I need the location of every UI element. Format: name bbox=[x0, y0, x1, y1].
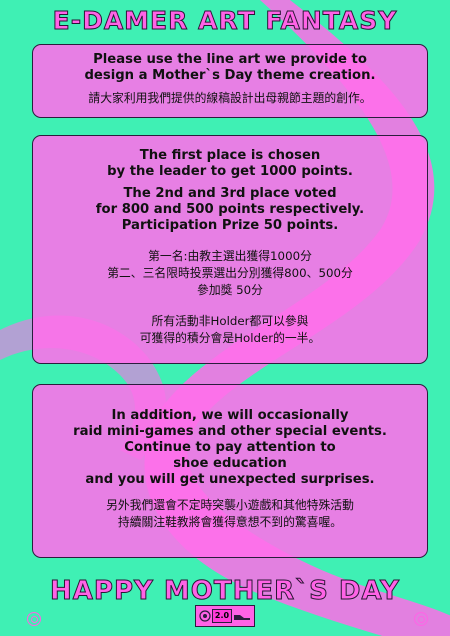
events-text-line: and you will get unexpected surprises. bbox=[85, 472, 375, 487]
prize-text-zh: 參加獎 50分 bbox=[197, 283, 263, 297]
ring-logo-icon bbox=[414, 612, 428, 626]
events-text-line: In addition, we will occasionally bbox=[111, 408, 349, 423]
seal-logo-icon bbox=[199, 610, 211, 622]
prize-text-line: by the leader to get 1000 points. bbox=[107, 164, 353, 179]
wing-logo-icon bbox=[27, 612, 41, 626]
holder-note-zh: 所有活動非Holder都可以參與 bbox=[151, 314, 309, 328]
intro-text-line: design a Mother`s Day theme creation. bbox=[84, 68, 376, 83]
prize-text-zh: 第一名:由教主選出獲得1000分 bbox=[148, 249, 312, 263]
events-text-line: raid mini-games and other special events… bbox=[73, 424, 387, 439]
holder-note-zh: 可獲得的積分會是Holder的一半。 bbox=[139, 331, 321, 345]
prize-text-line: The 2nd and 3rd place voted bbox=[123, 186, 337, 201]
prize-panel: The first place is chosen by the leader … bbox=[32, 135, 428, 364]
events-panel: In addition, we will occasionally raid m… bbox=[32, 384, 428, 558]
page-title: E-DAMER ART FANTASY bbox=[52, 6, 398, 36]
events-text-line: shoe education bbox=[173, 456, 287, 471]
brand-badge: 2.0 bbox=[195, 605, 255, 627]
prize-text-line: for 800 and 500 points respectively. bbox=[95, 202, 365, 217]
events-text-line: Continue to pay attention to bbox=[124, 440, 336, 455]
badge-number: 2.0 bbox=[211, 609, 233, 623]
intro-text-line: Please use the line art we provide to bbox=[93, 52, 367, 67]
intro-text-zh: 請大家利用我們提供的線稿設計出母親節主題的創作。 bbox=[88, 91, 372, 105]
events-text-zh: 持續關注鞋教將會獲得意想不到的驚喜喔。 bbox=[117, 515, 343, 529]
shoe-logo-icon bbox=[233, 615, 250, 620]
prize-text-zh: 第二、三名限時投票選出分別獲得800、500分 bbox=[107, 266, 353, 280]
intro-panel: Please use the line art we provide to de… bbox=[32, 44, 428, 118]
events-text-zh: 另外我們還會不定時突襲小遊戲和其他特殊活動 bbox=[106, 498, 354, 512]
prize-text-line: The first place is chosen bbox=[139, 148, 321, 163]
footer-title: HAPPY MOTHER`S DAY bbox=[50, 576, 400, 607]
prize-text-line: Participation Prize 50 points. bbox=[121, 218, 339, 233]
